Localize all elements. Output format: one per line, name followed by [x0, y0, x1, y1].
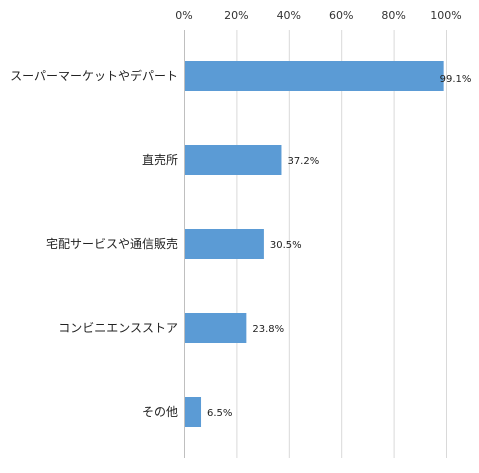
x-axis: 0% 20% 40% 60% 80% 100%: [175, 9, 461, 22]
bar: [185, 313, 247, 343]
data-label: 37.2%: [287, 156, 319, 167]
x-tick-label: 100%: [430, 9, 461, 22]
x-tick-label: 0%: [175, 9, 192, 22]
bar: [185, 145, 282, 175]
category-label: 宅配サービスや通信販売: [46, 236, 178, 251]
category-label: スーパーマーケットやデパート: [10, 68, 178, 83]
x-tick-label: 20%: [224, 9, 248, 22]
data-label: 6.5%: [207, 408, 232, 419]
data-label: 99.1%: [440, 74, 472, 85]
category-labels: スーパーマーケットやデパート直売所宅配サービスや通信販売コンビニエンスストアその…: [10, 68, 178, 419]
x-tick-label: 60%: [329, 9, 353, 22]
data-label: 23.8%: [252, 324, 284, 335]
data-labels: 99.1% 37.2% 30.5% 23.8% 6.5%: [207, 74, 471, 419]
category-label: 直売所: [142, 152, 178, 167]
category-label: その他: [142, 405, 178, 419]
gridlines: [184, 30, 447, 458]
bar: [185, 229, 264, 259]
data-label: 30.5%: [270, 240, 302, 251]
bar: [185, 61, 444, 91]
bar: [185, 397, 202, 427]
category-label: コンビニエンスストア: [58, 321, 178, 335]
bars: [185, 61, 444, 427]
x-tick-label: 40%: [277, 9, 301, 22]
x-tick-label: 80%: [381, 9, 405, 22]
